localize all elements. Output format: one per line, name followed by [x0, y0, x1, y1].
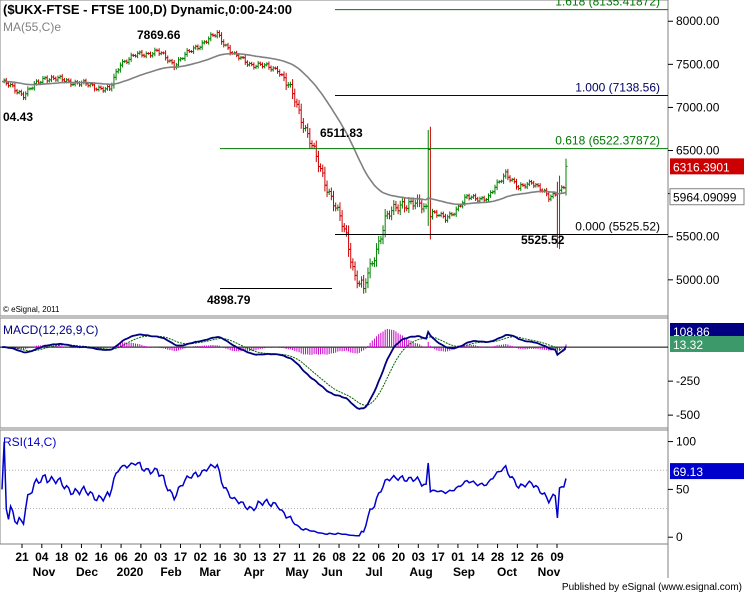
macd-panel-frame — [0, 317, 669, 429]
x-month-label: Oct — [497, 565, 517, 579]
rsi-tick-label: 0 — [676, 530, 683, 544]
x-month-label: Jul — [365, 565, 382, 579]
x-day-label: 06 — [114, 550, 128, 564]
rsi-tick-label: 100 — [676, 435, 696, 449]
last-price-badge-bg — [670, 158, 744, 175]
annotation-oct-low: 5525.52 — [521, 233, 565, 247]
x-day-label: 04 — [35, 550, 49, 564]
x-day-label: 03 — [154, 550, 168, 564]
price-tick-label: 7000.00 — [676, 100, 720, 114]
x-month-label: Feb — [160, 565, 181, 579]
signal-badge-bg — [670, 336, 744, 352]
x-month-label: Mar — [199, 565, 221, 579]
annotation-june-high: 6511.83 — [320, 126, 363, 140]
fib-label: 0.000 (5525.52) — [575, 220, 660, 234]
x-day-label: 12 — [511, 550, 525, 564]
x-month-label: Nov — [538, 565, 561, 579]
annotation-march-low: 4898.79 — [207, 293, 251, 307]
price-panel-frame — [0, 0, 669, 317]
annotation-high: 7869.66 — [137, 28, 181, 42]
x-day-label: 20 — [392, 550, 406, 564]
rsi-tick-label: 50 — [676, 482, 690, 496]
x-day-label: 06 — [372, 550, 386, 564]
x-day-label: 27 — [273, 550, 287, 564]
last-price-badge: 6316.3901 — [673, 160, 730, 174]
x-day-label: 18 — [55, 550, 69, 564]
x-month-label: Nov — [33, 565, 56, 579]
x-month-label: Dec — [76, 565, 98, 579]
x-day-label: 13 — [253, 550, 267, 564]
ma-badge: 5964.09099 — [673, 191, 737, 205]
price-layer: 1.618 (8135.41872) 1.000 (7138.56) 0.618 (… — [1, 0, 668, 307]
x-day-label: 03 — [412, 550, 426, 564]
fib-label: 1.000 (7138.56) — [575, 80, 660, 94]
macd-badge-bg — [670, 323, 744, 339]
signal-badge: 13.32 — [673, 338, 703, 352]
rsi-panel-frame — [0, 429, 669, 545]
price-tick-label: 8000.00 — [676, 14, 720, 28]
x-day-label: 17 — [431, 550, 445, 564]
x-day-label: 14 — [471, 550, 485, 564]
price-bar — [564, 158, 568, 196]
rsi-badge: 69.13 — [673, 465, 703, 479]
annotation-left: 04.43 — [3, 110, 33, 124]
x-month-label: Sep — [453, 565, 475, 579]
fib-label: 0.618 (6522.37872) — [555, 134, 660, 148]
x-day-label: 16 — [213, 550, 227, 564]
x-day-label: 08 — [332, 550, 346, 564]
rsi-line — [1, 441, 567, 537]
rsi-badge-bg — [670, 463, 744, 480]
x-day-label: 02 — [75, 550, 89, 564]
x-day-label: 20 — [134, 550, 148, 564]
price-tick-label: 7500.00 — [676, 57, 720, 71]
copyright: © eSignal, 2011 — [3, 305, 60, 314]
x-day-label: 26 — [531, 550, 545, 564]
x-month-label: Apr — [244, 565, 265, 579]
x-month-label: 2020 — [117, 565, 144, 579]
price-tick-label: 5500.00 — [676, 230, 720, 244]
x-day-label: 09 — [550, 550, 564, 564]
axis-layer: 8000.007500.007000.006500.006000.005500.… — [15, 14, 745, 579]
x-day-label: 26 — [313, 550, 327, 564]
publisher-credit: Published by eSignal (www.esignal.com) — [562, 582, 742, 593]
x-day-label: 17 — [174, 550, 188, 564]
rsi-label: RSI(14,C) — [3, 435, 56, 449]
x-day-label: 28 — [491, 550, 505, 564]
macd-layer — [0, 328, 668, 410]
price-tick-label: 5000.00 — [676, 273, 720, 287]
price-tick-label: 6500.00 — [676, 144, 720, 158]
x-day-label: 22 — [352, 550, 366, 564]
x-day-label: 11 — [293, 550, 306, 564]
macd-badge: 108.86 — [673, 325, 710, 339]
signal-line — [1, 335, 567, 406]
x-month-label: Jun — [321, 565, 342, 579]
macd-label: MACD(12,26,9,C) — [3, 323, 98, 337]
macd-tick-label: -500 — [676, 408, 700, 422]
macd-tick-label: -250 — [676, 374, 700, 388]
x-day-label: 16 — [95, 550, 109, 564]
x-day-label: 02 — [194, 550, 208, 564]
ma-badge-bg — [669, 188, 745, 206]
macd-line — [1, 329, 567, 410]
ma-label: MA(55,C)e — [3, 20, 61, 34]
fib-label: 1.618 (8135.41872) — [555, 0, 660, 9]
chart-title: ($UKX-FTSE - FTSE 100,D) Dynamic,0:00-24… — [3, 2, 292, 17]
x-month-label: May — [285, 565, 309, 579]
rsi-layer — [0, 441, 668, 537]
x-day-label: 21 — [15, 550, 29, 564]
x-month-label: Aug — [409, 565, 432, 579]
ma-line — [1, 52, 567, 206]
x-day-label: 30 — [233, 550, 247, 564]
x-day-label: 01 — [451, 550, 465, 564]
